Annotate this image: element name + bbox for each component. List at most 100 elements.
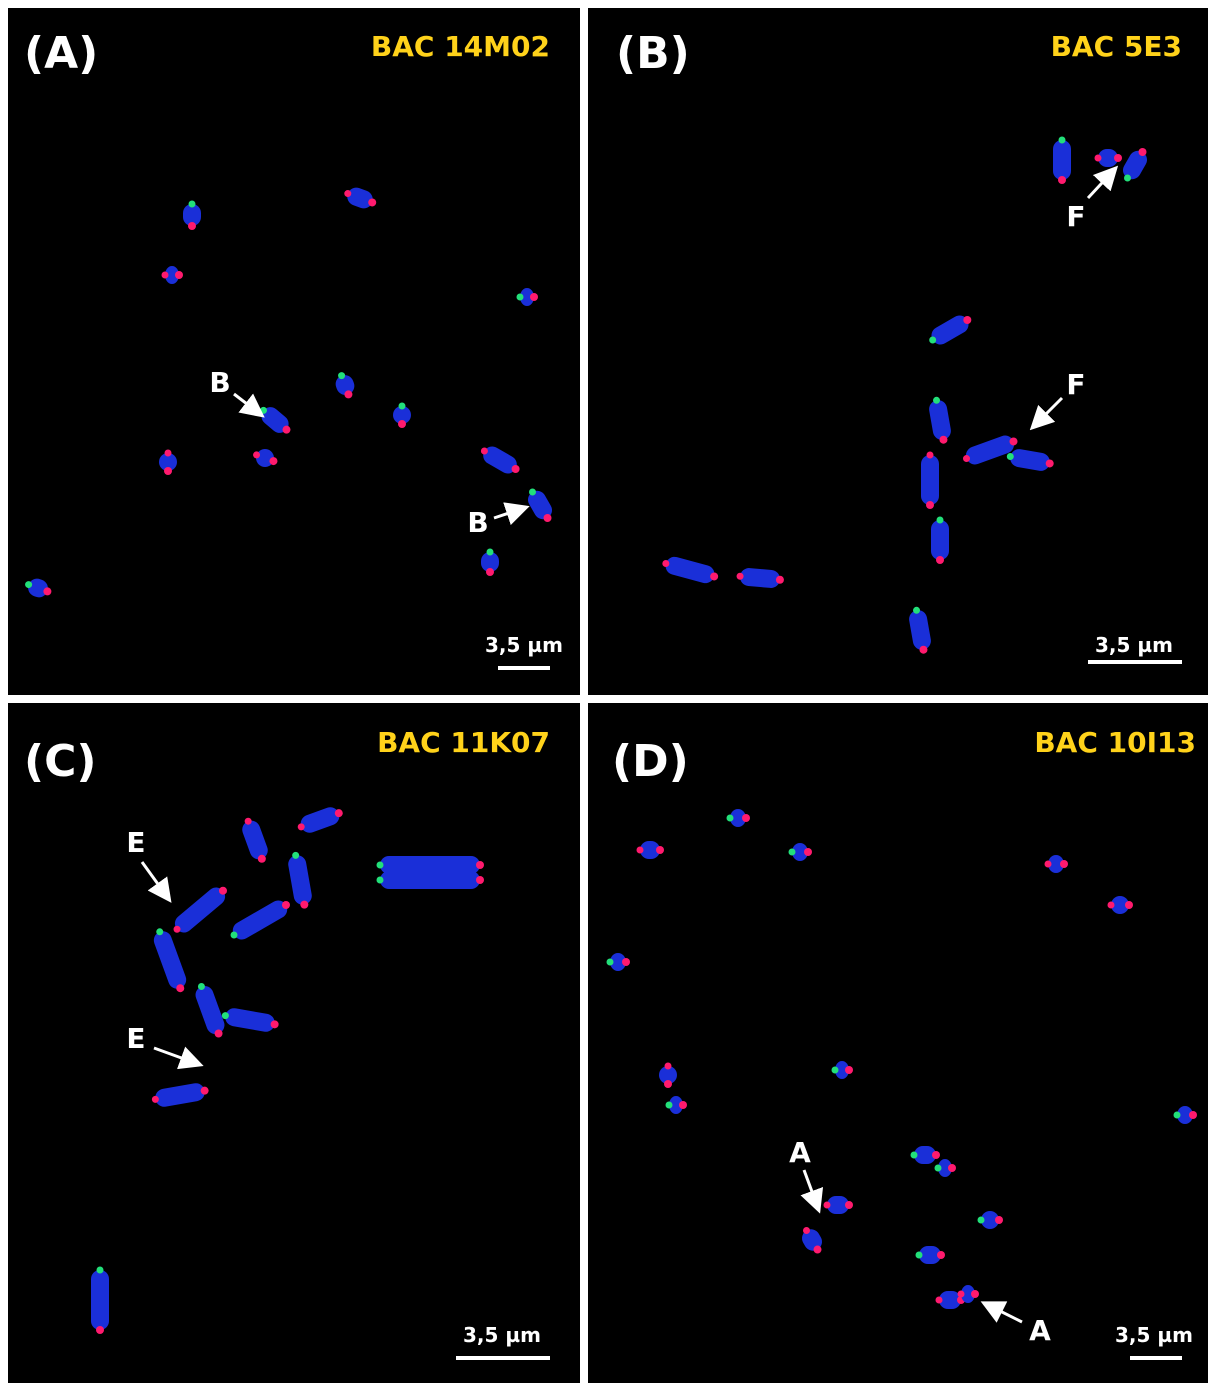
signal xyxy=(1059,137,1066,144)
signal xyxy=(377,862,384,869)
scale-label: 3,5 µm xyxy=(1095,633,1173,657)
signal xyxy=(487,549,494,556)
signal xyxy=(1007,453,1014,460)
panel-label: (B) xyxy=(616,28,690,79)
signal xyxy=(215,1029,223,1037)
signal xyxy=(803,1227,810,1234)
signal xyxy=(176,984,184,992)
signal xyxy=(219,887,227,895)
signal xyxy=(937,517,944,524)
signal xyxy=(656,846,664,854)
signal xyxy=(958,1291,965,1298)
signal xyxy=(939,436,947,444)
signal xyxy=(1189,1111,1197,1119)
signal xyxy=(1045,861,1052,868)
panel-label: (A) xyxy=(24,28,98,79)
signal xyxy=(271,1020,279,1028)
signal xyxy=(963,455,970,462)
signal xyxy=(188,222,196,230)
signal xyxy=(344,390,352,398)
signal xyxy=(622,958,630,966)
scale-label: 3,5 µm xyxy=(463,1323,541,1347)
signal xyxy=(529,489,536,496)
scale-label: 3,5 µm xyxy=(1115,1323,1193,1347)
signal xyxy=(929,337,936,344)
signal xyxy=(1095,155,1102,162)
signal xyxy=(727,815,734,822)
signal xyxy=(377,877,384,884)
signal xyxy=(165,450,172,457)
marker: F xyxy=(1066,368,1085,401)
signal xyxy=(96,1326,104,1334)
signal xyxy=(637,847,644,854)
signal xyxy=(948,1164,956,1172)
signal xyxy=(1046,459,1054,467)
signal xyxy=(971,1290,979,1298)
chromosome xyxy=(1053,140,1071,180)
marker: B xyxy=(467,506,488,539)
chromosome xyxy=(380,856,480,874)
signal xyxy=(932,1151,940,1159)
signal xyxy=(679,1101,687,1109)
panel-b xyxy=(588,8,1208,695)
signal xyxy=(152,1096,159,1103)
signal xyxy=(156,928,163,935)
signal xyxy=(832,1067,839,1074)
signal xyxy=(338,372,345,379)
panel-d xyxy=(588,703,1208,1383)
signal xyxy=(189,201,196,208)
signal xyxy=(245,818,252,825)
signal xyxy=(544,514,552,522)
signal xyxy=(710,572,718,580)
signal xyxy=(260,407,267,414)
signal xyxy=(662,560,669,567)
signal xyxy=(935,1165,942,1172)
marker: F xyxy=(1066,200,1085,233)
signal xyxy=(936,556,944,564)
signal xyxy=(512,465,520,473)
signal xyxy=(174,926,181,933)
figure: (A) BAC 14M02 3,5 µm B B (B) BAC 5E3 3,5… xyxy=(0,0,1213,1386)
signal xyxy=(97,1267,104,1274)
signal xyxy=(963,316,971,324)
signal xyxy=(253,451,260,458)
signal xyxy=(175,271,183,279)
signal xyxy=(1125,901,1133,909)
signal xyxy=(607,959,614,966)
signal xyxy=(845,1066,853,1074)
chromosome xyxy=(921,455,939,505)
probe-label: BAC 10I13 xyxy=(1034,726,1196,759)
signal xyxy=(344,190,351,197)
signal xyxy=(258,855,266,863)
panel-label: (C) xyxy=(24,736,97,787)
signal xyxy=(298,823,305,830)
signal xyxy=(162,272,169,279)
signal xyxy=(398,420,406,428)
signal xyxy=(164,467,172,475)
marker: B xyxy=(209,366,230,399)
marker: A xyxy=(1029,1314,1051,1347)
signal xyxy=(269,457,277,465)
signal xyxy=(1114,154,1122,162)
signal xyxy=(25,581,32,588)
signal xyxy=(1174,1112,1181,1119)
signal xyxy=(231,932,238,939)
signal xyxy=(913,607,920,614)
signal xyxy=(476,861,484,869)
marker: A xyxy=(789,1136,811,1169)
signal xyxy=(486,568,494,576)
signal xyxy=(978,1217,985,1224)
signal xyxy=(919,646,927,654)
probe-label: BAC 14M02 xyxy=(371,30,550,63)
signal xyxy=(1139,148,1147,156)
signal xyxy=(1124,174,1131,181)
signal xyxy=(789,849,796,856)
signal xyxy=(282,901,290,909)
signal xyxy=(481,448,488,455)
signal xyxy=(664,1080,672,1088)
probe-label: BAC 5E3 xyxy=(1051,30,1182,63)
signal xyxy=(198,983,205,990)
signal xyxy=(926,501,934,509)
signal xyxy=(1108,902,1115,909)
signal xyxy=(995,1216,1003,1224)
